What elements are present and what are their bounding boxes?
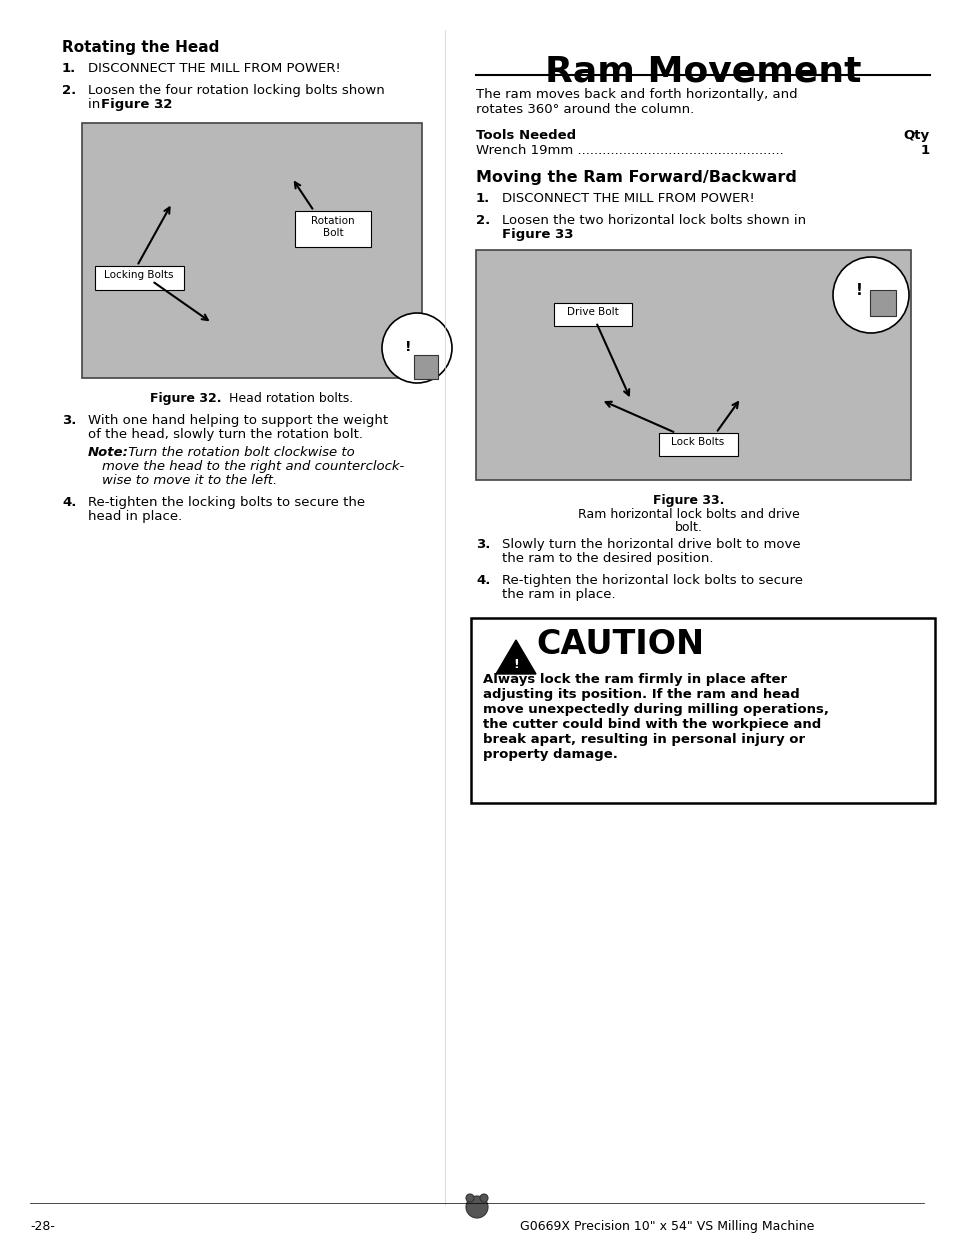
Text: Qty: Qty <box>902 128 929 142</box>
Text: .: . <box>563 228 568 241</box>
Text: Rotating the Head: Rotating the Head <box>62 40 219 56</box>
Text: 4.: 4. <box>62 496 76 509</box>
FancyBboxPatch shape <box>471 618 934 803</box>
Text: Figure 33.: Figure 33. <box>652 494 723 508</box>
FancyBboxPatch shape <box>659 433 738 456</box>
Text: the cutter could bind with the workpiece and: the cutter could bind with the workpiece… <box>482 718 821 731</box>
FancyBboxPatch shape <box>95 266 184 290</box>
Text: With one hand helping to support the weight: With one hand helping to support the wei… <box>88 414 388 427</box>
FancyBboxPatch shape <box>414 354 437 379</box>
Text: Figure 32.: Figure 32. <box>151 391 222 405</box>
Text: move unexpectedly during milling operations,: move unexpectedly during milling operati… <box>482 703 828 716</box>
Text: adjusting its position. If the ram and head: adjusting its position. If the ram and h… <box>482 688 799 701</box>
Text: in: in <box>88 98 105 111</box>
Text: Moving the Ram Forward/Backward: Moving the Ram Forward/Backward <box>476 170 796 185</box>
Text: break apart, resulting in personal injury or: break apart, resulting in personal injur… <box>482 734 804 746</box>
Text: Tools Needed: Tools Needed <box>476 128 576 142</box>
Text: Locking Bolts: Locking Bolts <box>104 270 173 280</box>
Text: 1: 1 <box>920 144 929 157</box>
Text: property damage.: property damage. <box>482 748 618 761</box>
FancyBboxPatch shape <box>869 290 895 316</box>
Text: !: ! <box>513 658 518 671</box>
Text: Loosen the two horizontal lock bolts shown in: Loosen the two horizontal lock bolts sho… <box>501 214 805 227</box>
Text: move the head to the right and counterclock-: move the head to the right and countercl… <box>102 459 404 473</box>
Text: Wrench 19mm ..................................................: Wrench 19mm ............................… <box>476 144 787 157</box>
Text: .: . <box>160 98 164 111</box>
Circle shape <box>832 257 908 333</box>
Text: 4.: 4. <box>476 574 490 587</box>
Text: Lock Bolts: Lock Bolts <box>671 437 724 447</box>
Text: 2.: 2. <box>62 84 76 98</box>
Text: CAUTION: CAUTION <box>536 629 703 661</box>
Text: DISCONNECT THE MILL FROM POWER!: DISCONNECT THE MILL FROM POWER! <box>88 62 340 75</box>
Text: -28-: -28- <box>30 1220 55 1233</box>
FancyBboxPatch shape <box>476 249 910 480</box>
FancyBboxPatch shape <box>82 124 421 378</box>
Text: Always lock the ram firmly in place after: Always lock the ram firmly in place afte… <box>482 673 786 685</box>
Circle shape <box>465 1194 474 1202</box>
Text: of the head, slowly turn the rotation bolt.: of the head, slowly turn the rotation bo… <box>88 429 363 441</box>
Text: 2.: 2. <box>476 214 490 227</box>
Text: Drive Bolt: Drive Bolt <box>566 308 618 317</box>
Text: Ram horizontal lock bolts and drive: Ram horizontal lock bolts and drive <box>577 508 799 521</box>
Text: Note:: Note: <box>88 446 129 459</box>
Text: Re-tighten the locking bolts to secure the: Re-tighten the locking bolts to secure t… <box>88 496 365 509</box>
Text: Head rotation bolts.: Head rotation bolts. <box>225 391 353 405</box>
Text: The ram moves back and forth horizontally, and: The ram moves back and forth horizontall… <box>476 88 797 101</box>
Text: head in place.: head in place. <box>88 510 182 522</box>
Text: 1.: 1. <box>476 191 490 205</box>
FancyBboxPatch shape <box>294 211 371 247</box>
Text: Figure 32: Figure 32 <box>101 98 172 111</box>
Polygon shape <box>496 640 536 674</box>
Text: 3.: 3. <box>62 414 76 427</box>
Text: DISCONNECT THE MILL FROM POWER!: DISCONNECT THE MILL FROM POWER! <box>501 191 754 205</box>
Text: Ram Movement: Ram Movement <box>544 56 861 89</box>
Text: Re-tighten the horizontal lock bolts to secure: Re-tighten the horizontal lock bolts to … <box>501 574 802 587</box>
Text: the ram in place.: the ram in place. <box>501 588 615 601</box>
FancyBboxPatch shape <box>554 303 631 326</box>
Circle shape <box>465 1195 488 1218</box>
Text: Figure 33: Figure 33 <box>501 228 573 241</box>
Text: wise to move it to the left.: wise to move it to the left. <box>102 474 277 487</box>
Text: rotates 360° around the column.: rotates 360° around the column. <box>476 103 694 116</box>
Text: Loosen the four rotation locking bolts shown: Loosen the four rotation locking bolts s… <box>88 84 384 98</box>
Text: the ram to the desired position.: the ram to the desired position. <box>501 552 713 564</box>
Text: G0669X Precision 10" x 54" VS Milling Machine: G0669X Precision 10" x 54" VS Milling Ma… <box>519 1220 814 1233</box>
Text: Turn the rotation bolt clockwise to: Turn the rotation bolt clockwise to <box>124 446 355 459</box>
Text: bolt.: bolt. <box>674 521 701 534</box>
Text: Rotation
Bolt: Rotation Bolt <box>311 216 355 237</box>
Text: !: ! <box>855 283 862 298</box>
Text: 3.: 3. <box>476 538 490 551</box>
Text: !: ! <box>405 340 411 354</box>
Circle shape <box>381 312 452 383</box>
Text: Slowly turn the horizontal drive bolt to move: Slowly turn the horizontal drive bolt to… <box>501 538 800 551</box>
Circle shape <box>479 1194 488 1202</box>
Text: 1.: 1. <box>62 62 76 75</box>
